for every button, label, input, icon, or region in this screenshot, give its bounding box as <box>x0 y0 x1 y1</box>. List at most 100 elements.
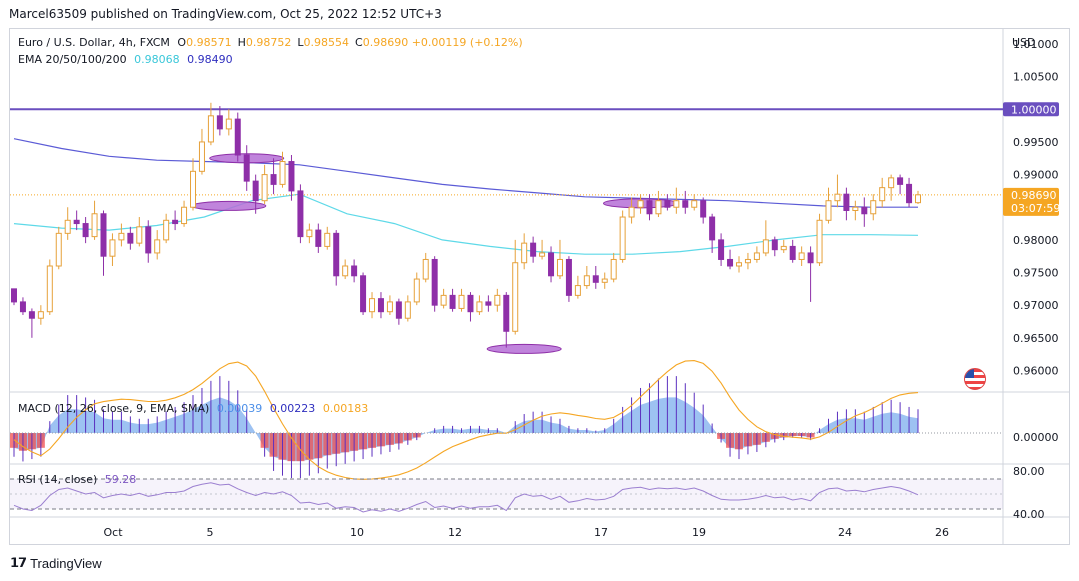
brand-name: TradingView <box>30 555 102 571</box>
y-tick-label: 0.99500 <box>1013 136 1059 149</box>
candle-body <box>73 219 80 225</box>
symbol-legend[interactable]: Euro / U.S. Dollar, 4h, FXCM O0.98571 H0.… <box>18 36 523 49</box>
symbol-title: Euro / U.S. Dollar, 4h, FXCM <box>18 36 170 49</box>
macd-signal-line <box>13 360 919 480</box>
candle-body <box>753 252 760 260</box>
candle-body <box>252 180 259 202</box>
candle-body <box>816 219 823 264</box>
candle-body <box>243 154 250 182</box>
x-tick-label: 24 <box>838 526 852 539</box>
ema-legend[interactable]: EMA 20/50/100/200 0.98068 0.98490 <box>18 53 233 66</box>
candle-body <box>198 141 205 172</box>
candle-body <box>440 294 447 306</box>
macd-legend[interactable]: MACD (12, 26, close, 9, EMA, SMA) 0.0003… <box>18 402 368 415</box>
ohlc-key: C <box>355 36 363 49</box>
candle-body <box>467 294 474 313</box>
candle-body <box>19 301 26 313</box>
ohlc-value: 0.98752 <box>245 36 292 49</box>
candle-body <box>521 242 528 264</box>
support-ellipse <box>191 200 267 211</box>
candle-body <box>342 265 349 277</box>
candle-body <box>834 193 841 202</box>
macd-zero-label: 0.00000 <box>1013 431 1059 444</box>
candle-body <box>718 239 725 260</box>
candle-body <box>727 258 734 267</box>
candle-body <box>503 294 510 332</box>
candle-body <box>574 285 581 296</box>
candle-body <box>735 262 742 267</box>
macd-signal-value: 0.00183 <box>322 402 369 415</box>
candle-body <box>861 206 868 215</box>
candle-body <box>190 170 197 208</box>
candle-body <box>11 288 17 303</box>
candle-body <box>413 278 420 303</box>
candle-body <box>136 226 143 244</box>
y-tick-label: 0.97500 <box>1013 267 1059 280</box>
candle-body <box>172 219 179 225</box>
candle-body <box>46 265 53 313</box>
resistance-price-label: 1.00000 <box>1011 103 1057 116</box>
tradingview-logo-icon: 𝟭𝟳 <box>10 555 27 570</box>
candle-body <box>261 174 268 202</box>
candle-body <box>628 206 635 218</box>
candle-body <box>234 118 241 156</box>
y-tick-label: 0.97000 <box>1013 299 1059 312</box>
candle-body <box>369 298 376 313</box>
candle-body <box>64 219 71 234</box>
candle-body <box>422 258 429 280</box>
candle-body <box>691 200 698 208</box>
candle-body <box>548 252 555 277</box>
flag-icon <box>964 368 986 390</box>
candle-body <box>771 239 778 251</box>
candle-body <box>395 301 402 319</box>
candle-body <box>601 278 608 283</box>
candle-body <box>297 190 304 238</box>
candle-body <box>306 229 313 238</box>
ohlc-value: 0.98571 <box>186 36 232 49</box>
candle-body <box>530 242 537 257</box>
candle-body <box>592 275 599 283</box>
candle-body <box>744 258 751 264</box>
candle-body <box>127 232 134 244</box>
ema-value-1: 0.98068 <box>134 53 180 66</box>
rsi-legend[interactable]: RSI (14, close) 59.28 <box>18 473 136 486</box>
support-ellipse <box>486 343 562 354</box>
ohlc-value: 0.98554 <box>303 36 350 49</box>
candle-body <box>583 275 590 287</box>
candle-body <box>843 193 850 211</box>
candle-body <box>145 226 152 254</box>
candle-body <box>789 245 796 260</box>
rsi-value: 59.28 <box>104 473 137 486</box>
candle-body <box>556 258 563 277</box>
candle-body <box>181 206 188 225</box>
candle-body <box>494 294 501 306</box>
rsi-label: RSI (14, close) <box>18 473 98 486</box>
x-tick-label: 10 <box>350 526 364 539</box>
y-tick-label: 0.96000 <box>1013 364 1059 377</box>
candle-body <box>655 200 662 215</box>
candle-body <box>333 232 340 277</box>
candle-body <box>682 200 689 208</box>
candle-body <box>458 294 465 309</box>
candle-body <box>154 239 161 254</box>
candle-body <box>906 183 913 204</box>
ohlc-key: O <box>177 36 187 49</box>
candle-body <box>91 213 98 238</box>
last-price-label: 0.98690 <box>1011 189 1057 202</box>
currency-label: USD <box>1012 36 1036 49</box>
x-tick-label: 17 <box>594 526 608 539</box>
candle-body <box>700 200 707 218</box>
candle-body <box>225 118 232 130</box>
candle-body <box>709 216 716 241</box>
candle-body <box>163 219 170 241</box>
footer-brand[interactable]: 𝟭𝟳 TradingView <box>10 555 102 571</box>
candle-body <box>664 200 671 208</box>
candle-body <box>512 262 519 332</box>
y-tick-label: 1.01000 <box>1013 38 1059 51</box>
candle-body <box>879 187 886 202</box>
resistance-price-tag <box>1003 102 1059 117</box>
candle-body <box>386 301 393 313</box>
published-byline: Marcel63509 published on TradingView.com… <box>9 7 442 21</box>
candle-body <box>118 232 125 241</box>
